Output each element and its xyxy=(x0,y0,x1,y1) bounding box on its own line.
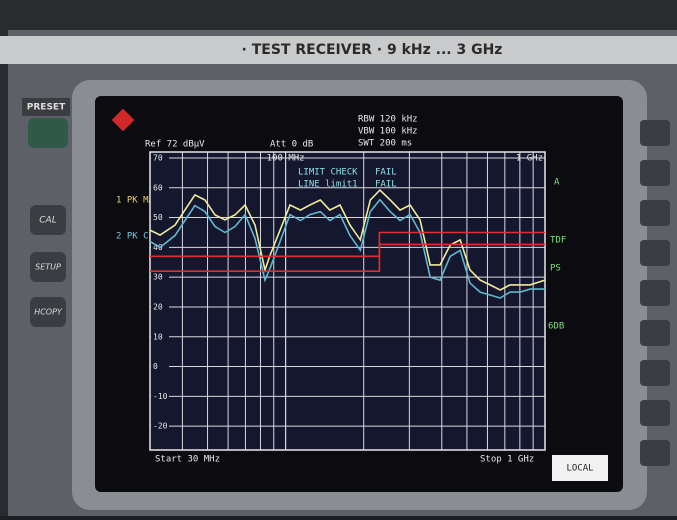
vbw: VBW 100 kHz xyxy=(358,127,418,137)
preset-button[interactable] xyxy=(28,118,68,148)
softkey[interactable] xyxy=(640,400,670,426)
hcopy-label: HCOPY xyxy=(34,308,63,317)
header-title: · TEST RECEIVER · 9 kHz ... 3 GHz xyxy=(242,42,503,58)
y-tick-label: 0 xyxy=(153,362,158,371)
plot-area xyxy=(150,152,545,450)
tdf: TDF xyxy=(550,236,566,246)
x-tick-label: 100 MHz xyxy=(267,154,305,164)
photo: · TEST RECEIVER · 9 kHz ... 3 GHz PRESET… xyxy=(0,0,677,516)
y-tick-label: 70 xyxy=(153,153,163,162)
limit-check: LIMIT CHECK xyxy=(298,168,358,178)
softkeys xyxy=(640,120,670,466)
preset-label: PRESET xyxy=(27,103,66,113)
limit-check-result: FAIL xyxy=(375,168,397,178)
rbw: RBW 120 kHz xyxy=(358,115,418,125)
y-tick-label: 60 xyxy=(153,183,163,192)
softkey[interactable] xyxy=(640,440,670,466)
softkey[interactable] xyxy=(640,280,670,306)
softkey[interactable] xyxy=(640,320,670,346)
softkey[interactable] xyxy=(640,240,670,266)
setup-label: SETUP xyxy=(35,263,61,272)
ref-level: Ref 72 dBµV xyxy=(145,140,205,150)
y-tick-label: -10 xyxy=(153,392,168,401)
db6: 6DB xyxy=(548,322,564,332)
cal-label: CAL xyxy=(39,216,56,226)
y-tick-label: 50 xyxy=(153,213,163,222)
start-freq: Start 30 MHz xyxy=(155,455,220,465)
attenuation: Att 0 dB xyxy=(270,140,313,150)
sweep-time: SWT 200 ms xyxy=(358,139,412,149)
instrument: · TEST RECEIVER · 9 kHz ... 3 GHz PRESET… xyxy=(0,0,677,516)
local-label: LOCAL xyxy=(566,464,593,474)
marker-a: A xyxy=(554,178,560,188)
stop-freq: Stop 1 GHz xyxy=(480,455,534,465)
ps: PS xyxy=(550,264,561,274)
softkey[interactable] xyxy=(640,160,670,186)
y-tick-label: 20 xyxy=(153,302,163,311)
softkey[interactable] xyxy=(640,200,670,226)
softkey[interactable] xyxy=(640,120,670,146)
y-tick-label: 30 xyxy=(153,273,163,282)
x-tick-label: 1 GHz xyxy=(516,154,543,164)
y-tick-label: -20 xyxy=(153,422,168,431)
softkey[interactable] xyxy=(640,360,670,386)
y-tick-label: 10 xyxy=(153,332,163,341)
